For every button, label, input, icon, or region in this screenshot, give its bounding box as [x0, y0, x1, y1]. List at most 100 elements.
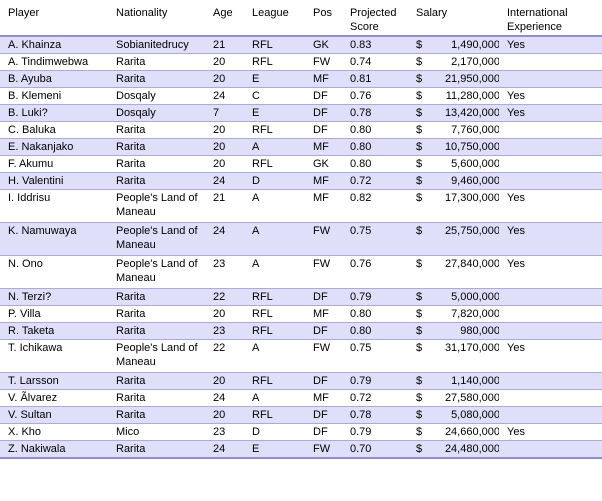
cell-league: E [252, 107, 260, 119]
salary-currency-symbol: $ [416, 141, 423, 153]
salary-currency-symbol: $ [416, 124, 423, 136]
salary-currency-symbol: $ [416, 56, 423, 68]
cell-salary: $10,750,000 [408, 139, 499, 156]
cell-projected-score: 0.75 [350, 342, 372, 354]
cell-projected-score: 0.76 [350, 90, 372, 102]
cell-projected-score: 0.80 [350, 158, 372, 170]
cell-salary: $5,600,000 [408, 156, 499, 173]
cell-league: RFL [252, 124, 273, 136]
table-row: V. Sultan Rarita 20 RFL DF 0.78 $5,080,000 [0, 406, 602, 424]
cell-international-experience [499, 122, 602, 139]
cell-league: A [252, 192, 260, 204]
cell-pos: FW [313, 56, 331, 68]
cell-player: P. Villa [8, 308, 41, 320]
salary-currency-symbol: $ [416, 258, 423, 270]
salary-currency-symbol: $ [416, 426, 423, 438]
salary-amount: 10,750,000 [444, 141, 499, 153]
salary-amount: 2,170,000 [451, 56, 499, 68]
cell-league: RFL [252, 409, 273, 421]
salary-amount: 31,170,000 [444, 342, 499, 354]
cell-league: A [252, 342, 260, 354]
cell-league: E [252, 443, 260, 455]
cell-pos: DF [313, 325, 328, 337]
header-salary: Salary [416, 7, 448, 19]
cell-nationality: Rarita [116, 141, 146, 153]
cell-age: 21 [213, 192, 226, 204]
cell-pos: MF [313, 141, 329, 153]
salary-amount: 1,490,000 [451, 39, 499, 51]
cell-age: 24 [213, 443, 226, 455]
cell-pos: FW [313, 443, 331, 455]
cell-projected-score: 0.74 [350, 56, 372, 68]
cell-international-experience: Yes [507, 192, 525, 204]
cell-player: B. Klemeni [8, 90, 62, 102]
cell-salary: $7,760,000 [408, 122, 499, 139]
cell-player: C. Baluka [8, 124, 56, 136]
header-nationality: Nationality [116, 7, 168, 19]
cell-international-experience: Yes [507, 342, 525, 354]
salary-amount: 7,760,000 [451, 124, 499, 136]
cell-league: A [252, 392, 260, 404]
table-row: E. Nakanjako Rarita 20 A MF 0.80 $10,750,000 [0, 138, 602, 156]
salary-amount: 25,750,000 [444, 225, 499, 237]
salary-currency-symbol: $ [416, 375, 423, 387]
cell-projected-score: 0.76 [350, 258, 372, 270]
salary-amount: 11,280,000 [445, 90, 499, 102]
cell-salary: $27,580,000 [408, 390, 499, 407]
table-row: N. Terzi? Rarita 22 RFL DF 0.79 $5,000,000 [0, 288, 602, 306]
cell-pos: DF [313, 107, 328, 119]
cell-projected-score: 0.78 [350, 409, 372, 421]
cell-international-experience: Yes [507, 258, 525, 270]
table-row: R. Taketa Rarita 23 RFL DF 0.80 $980,000 [0, 322, 602, 340]
cell-league: RFL [252, 56, 273, 68]
cell-league: E [252, 73, 260, 85]
salary-amount: 1,140,000 [451, 375, 499, 387]
cell-player: I. Iddrisu [8, 192, 51, 204]
header-league: League [252, 7, 289, 19]
table-row: B. Ayuba Rarita 20 E MF 0.81 $21,950,000 [0, 70, 602, 88]
cell-league: RFL [252, 39, 273, 51]
cell-salary: $2,170,000 [408, 54, 499, 71]
cell-salary: $11,280,000 [408, 88, 499, 105]
salary-amount: 7,820,000 [451, 308, 499, 320]
cell-pos: FW [313, 258, 331, 270]
salary-amount: 5,600,000 [451, 158, 499, 170]
salary-amount: 27,840,000 [444, 258, 499, 270]
cell-pos: DF [313, 426, 328, 438]
table-row: H. Valentini Rarita 24 D MF 0.72 $9,460,000 [0, 172, 602, 190]
cell-age: 20 [213, 73, 226, 85]
table-row: V. Ãlvarez Rarita 24 A MF 0.72 $27,580,000 [0, 389, 602, 407]
cell-nationality: Rarita [116, 375, 146, 387]
header-row: Player Nationality Age League Pos Projec… [0, 0, 602, 36]
cell-salary: $31,170,000 [408, 340, 499, 373]
cell-league: A [252, 258, 260, 270]
cell-nationality: People's Land of Maneau [116, 342, 198, 368]
cell-player: A. Tindimwebwa [8, 56, 89, 68]
cell-age: 22 [213, 291, 226, 303]
cell-projected-score: 0.79 [350, 426, 372, 438]
cell-age: 7 [213, 107, 220, 119]
cell-international-experience [499, 407, 602, 424]
header-age: Age [213, 7, 233, 19]
salary-amount: 13,420,000 [444, 107, 499, 119]
cell-international-experience [499, 71, 602, 88]
table-row: X. Kho Mico 23 D DF 0.79 $24,660,000 Yes [0, 423, 602, 441]
cell-pos: MF [313, 192, 329, 204]
table-row: A. Tindimwebwa Rarita 20 RFL FW 0.74 $2,170,00… [0, 53, 602, 71]
cell-salary: $21,950,000 [408, 71, 499, 88]
cell-projected-score: 0.80 [350, 325, 372, 337]
cell-player: B. Ayuba [8, 73, 52, 85]
cell-player: Z. Nakiwala [8, 443, 66, 455]
salary-currency-symbol: $ [416, 409, 423, 421]
header-international-experience: International Experience [507, 7, 568, 33]
cell-pos: DF [313, 375, 328, 387]
salary-currency-symbol: $ [416, 325, 423, 337]
cell-player: B. Luki? [8, 107, 48, 119]
cell-league: RFL [252, 158, 273, 170]
cell-player: V. Sultan [8, 409, 52, 421]
cell-salary: $1,490,000 [408, 36, 499, 54]
cell-pos: MF [313, 73, 329, 85]
table-row: I. Iddrisu People's Land of Maneau 21 A MF 0.… [0, 189, 602, 223]
cell-salary: $1,140,000 [408, 373, 499, 390]
cell-projected-score: 0.75 [350, 225, 372, 237]
